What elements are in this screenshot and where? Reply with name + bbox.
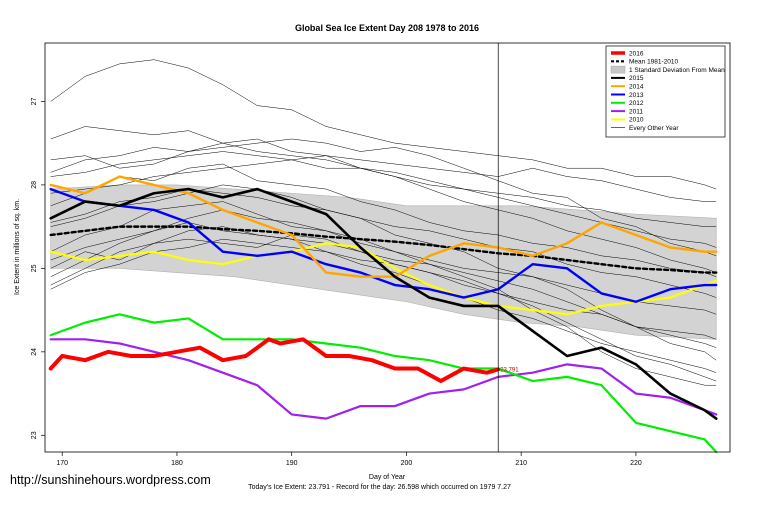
x-tick-label: 210	[515, 460, 527, 467]
x-tick-label: 200	[401, 460, 413, 467]
plot-area: 23.791	[48, 43, 718, 454]
series-line-2015	[49, 187, 718, 420]
every-other-year-line	[50, 126, 717, 202]
x-tick-label: 180	[171, 460, 183, 467]
legend-label: 2016	[629, 50, 644, 57]
legend-swatch	[610, 65, 626, 74]
x-tick-label: 220	[630, 460, 642, 467]
y-tick-label: 23	[31, 431, 38, 439]
series-line-2013	[49, 187, 718, 303]
every-other-year-line	[50, 226, 717, 373]
chart-title: Global Sea Ice Extent Day 208 1978 to 20…	[295, 23, 479, 33]
legend-label: 2011	[629, 108, 643, 115]
y-axis: 23 24 25 28 27	[31, 97, 45, 439]
y-tick-label: 25	[31, 264, 38, 272]
legend-label: 2014	[629, 84, 644, 91]
legend-box	[605, 45, 726, 138]
legend-label: 2010	[629, 117, 644, 124]
every-other-year-line	[50, 59, 717, 190]
every-other-year-line	[50, 234, 717, 340]
legend-label: 1 Standard Deviation From Mean	[629, 67, 725, 74]
y-axis-label: Ice Extent in millions of sq. km.	[14, 199, 21, 295]
legend-label: 2015	[629, 75, 644, 82]
series-line-mean-1981-2010	[49, 225, 718, 274]
every-other-year-line	[50, 163, 717, 277]
legend-label: 2013	[629, 92, 644, 99]
every-other-year-line	[50, 188, 717, 298]
y-tick-label: 27	[31, 97, 38, 105]
every-other-year-line	[50, 138, 717, 257]
series-line-2010	[49, 242, 718, 316]
y-tick-label: 28	[31, 181, 38, 189]
legend-label: 2012	[629, 100, 644, 107]
series-line-2011	[49, 338, 718, 420]
plot-frame	[44, 42, 731, 453]
x-tick-label: 170	[56, 460, 68, 467]
website-watermark: http://sunshinehours.wordpress.com	[10, 473, 211, 487]
x-axis: 170 180 190 200 210 220	[56, 452, 642, 467]
x-tick-label: 190	[286, 460, 298, 467]
series-line-2016	[48, 337, 501, 384]
current-value-label: 23.791	[500, 367, 519, 373]
every-other-year-line	[50, 184, 717, 361]
every-other-year-line	[50, 142, 717, 227]
legend-label: Mean 1981-2010	[629, 59, 679, 66]
legend-label: Every Other Year	[629, 125, 679, 132]
footnote-caption: Today's Ice Extent: 23.791 - Record for …	[248, 484, 511, 491]
y-tick-label: 24	[31, 348, 38, 356]
series-line-2012	[49, 313, 718, 454]
x-axis-label: Day of Year	[369, 474, 406, 481]
every-other-year-line	[50, 151, 717, 248]
